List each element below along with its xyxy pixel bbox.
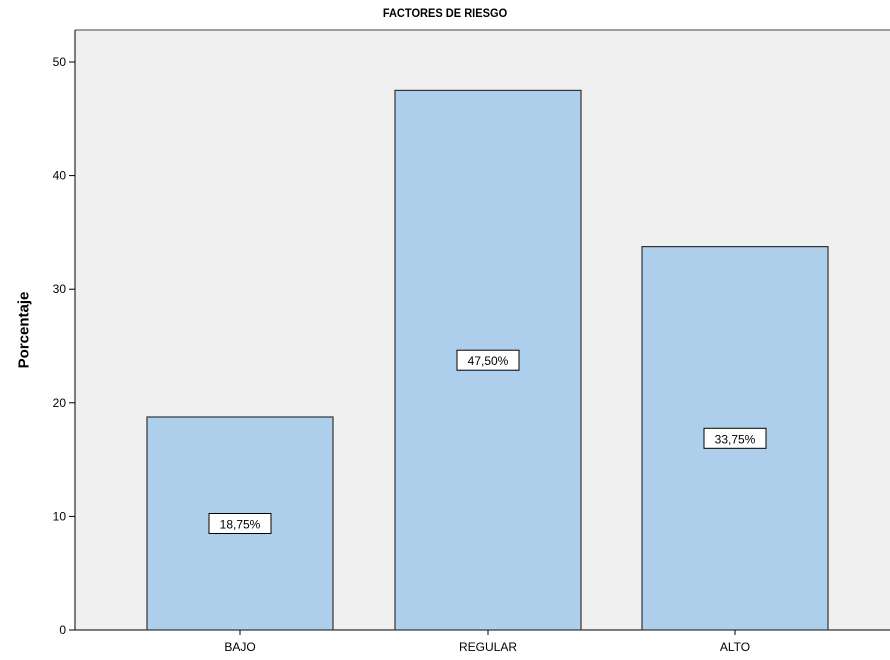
y-tick-label: 10 <box>53 509 67 523</box>
y-tick-label: 30 <box>53 282 67 296</box>
data-label-box <box>703 427 767 449</box>
data-label: 33,75% <box>715 432 756 446</box>
y-tick-label: 40 <box>53 169 67 183</box>
data-label-box <box>208 513 272 534</box>
y-tick-label: 50 <box>53 55 67 69</box>
x-tick-label: BAJO <box>224 640 255 654</box>
x-tick-label: ALTO <box>720 640 750 654</box>
chart-title: FACTORES DE RIESGO <box>382 6 508 20</box>
y-tick-label: 0 <box>59 623 66 637</box>
data-label: 18,75% <box>220 518 261 532</box>
data-label: 47,50% <box>468 354 509 368</box>
y-tick-label: 20 <box>53 396 67 410</box>
x-tick-label: REGULAR <box>459 640 517 654</box>
data-label-box <box>456 349 520 371</box>
